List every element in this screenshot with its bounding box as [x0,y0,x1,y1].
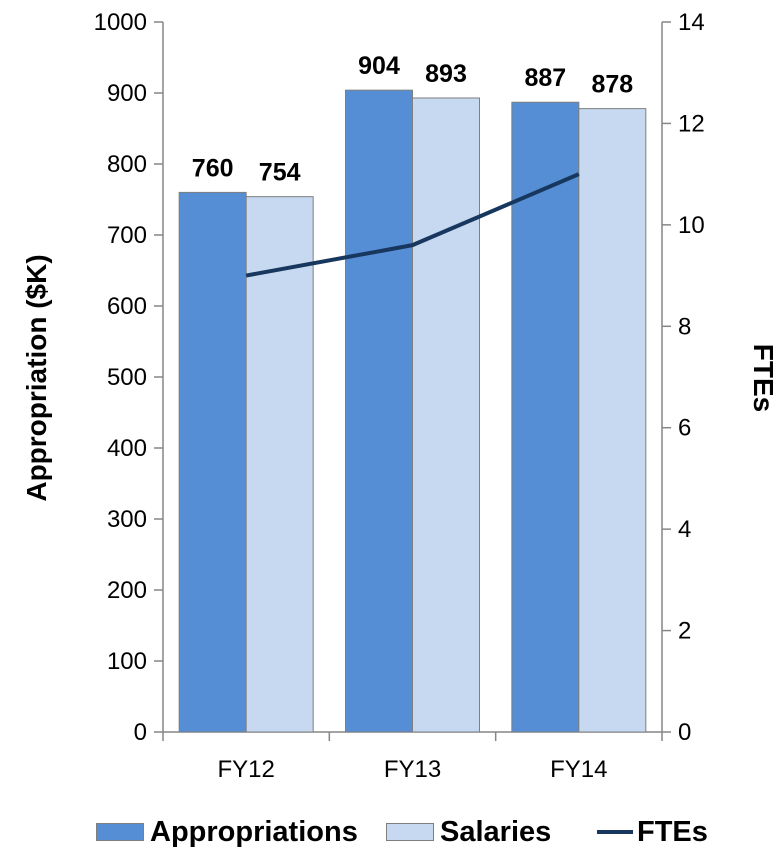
y-tick-label: 700 [107,222,147,249]
y-tick-label: 1000 [94,9,147,36]
bar-salaries-fy12 [245,196,314,733]
bar-appropriations-fy14 [511,101,580,733]
fte-line-series [245,172,580,278]
bar-salaries-fy14 [578,108,647,733]
y-tick-label: 600 [107,293,147,320]
legend-item-salaries: Salaries [386,814,551,850]
y-axis-title: Appropriation ($K) [21,254,52,501]
data-label-appropriations-fy12: 760 [192,154,234,182]
legend-label-ftes: FTEs [637,815,708,848]
y2-axis-title: FTEs [748,344,779,412]
y2-tick-label: 14 [678,9,705,36]
y2-tick-label: 6 [678,415,691,442]
x-tick-label: FY14 [550,756,607,783]
bars [178,89,647,733]
legend-label-appropriations: Appropriations [150,815,358,848]
y2-tick-label: 10 [678,212,705,239]
tick-labels: 0 100 200 300 400 500 600 700 800 900 1000 0 2 4 6 8 10 1… [94,9,705,783]
y-tick-label: 500 [107,364,147,391]
data-labels: 760 754 904 893 887 878 [192,52,633,187]
data-label-salaries-fy14: 878 [591,71,633,99]
bar-appropriations-fy13 [345,89,413,733]
y2-tick-label: 4 [678,516,691,543]
bar-appropriations-fy12 [178,191,247,733]
fte-line [245,172,580,278]
legend-line-ftes [597,830,633,834]
bar-salaries-fy13 [412,97,480,733]
legend-item-appropriations: Appropriations [96,814,358,850]
y-tick-label: 0 [134,719,147,746]
y-tick-label: 900 [107,80,147,107]
y-tick-label: 800 [107,151,147,178]
legend-item-ftes: FTEs [597,814,708,850]
y2-tick-label: 2 [678,618,691,645]
y2-tick-label: 12 [678,110,705,137]
x-tick-label: FY12 [217,756,274,783]
legend-swatch-appropriations [96,823,144,841]
legend: Appropriations Salaries FTEs [0,808,779,852]
data-label-salaries-fy13: 893 [425,60,467,88]
data-label-appropriations-fy13: 904 [358,52,400,80]
data-label-appropriations-fy14: 887 [524,64,566,92]
y-tick-label: 400 [107,435,147,462]
y-tick-label: 300 [107,506,147,533]
legend-label-salaries: Salaries [440,815,552,848]
data-label-salaries-fy12: 754 [259,159,301,187]
y-tick-label: 200 [107,577,147,604]
y-tick-label: 100 [107,648,147,675]
y2-tick-label: 0 [678,719,691,746]
y2-tick-label: 8 [678,313,691,340]
legend-swatch-salaries [386,823,434,841]
x-tick-label: FY13 [384,756,441,783]
